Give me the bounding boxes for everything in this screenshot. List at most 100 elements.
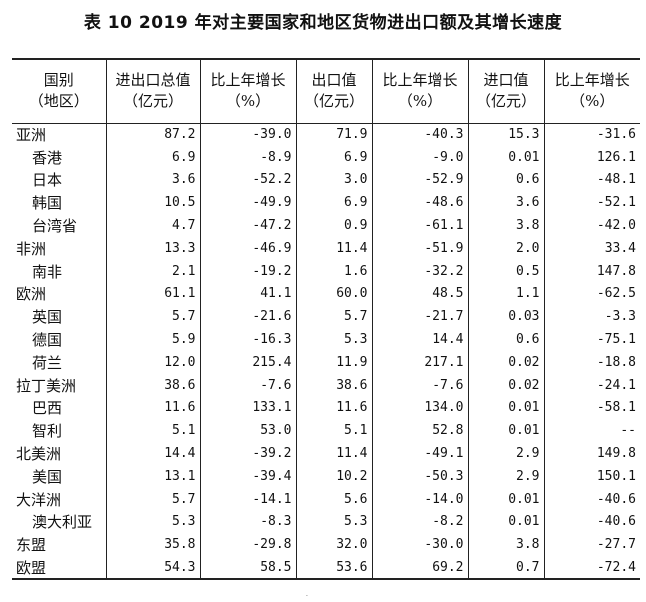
value-cell: 1.1 xyxy=(468,282,545,306)
value-cell: 0.01 xyxy=(468,396,545,420)
value-cell: 10.5 xyxy=(106,191,201,215)
value-cell: 5.7 xyxy=(106,487,201,511)
value-cell: -24.1 xyxy=(596,377,636,393)
value-cell: -40.3 xyxy=(372,123,469,146)
region-name-cell: 南非 xyxy=(12,259,107,283)
table-row: 台湾省 4.7 -47.2 0.9 -61.1 3.8 -42.0 xyxy=(12,214,640,237)
value-cell: 33.4 xyxy=(604,240,636,256)
value-cell: 0.9 xyxy=(296,214,373,237)
value-cell: -21.6 xyxy=(200,305,297,329)
value-cell: -16.3 xyxy=(200,328,297,351)
table-row: 非洲 13.3 -46.9 11.4 -51.9 2.0 33.4 xyxy=(12,236,640,260)
value-cell: -39.4 xyxy=(200,464,297,488)
value-cell: 5.7 xyxy=(296,305,373,329)
value-cell: 5.7 xyxy=(106,305,201,329)
table-row: 北美洲 14.4 -39.2 11.4 -49.1 2.9 149.8 xyxy=(12,442,640,465)
value-cell: -52.9 xyxy=(372,168,469,192)
table-row: 荷兰 12.0 215.4 11.9 217.1 0.02 -18.8 xyxy=(12,350,640,374)
value-cell: -62.5 xyxy=(596,286,636,302)
value-cell: 13.1 xyxy=(106,464,201,488)
table-row: 智利 5.1 53.0 5.1 52.8 0.01 -- xyxy=(12,419,640,443)
value-cell: 2.0 xyxy=(468,236,545,260)
value-cell: -7.6 xyxy=(372,373,469,397)
value-cell: 5.1 xyxy=(296,419,373,443)
table-row: 英国 5.7 -21.6 5.7 -21.7 0.03 -3.3 xyxy=(12,305,640,329)
value-cell: 5.3 xyxy=(106,510,201,534)
value-cell: -39.2 xyxy=(200,442,297,465)
value-cell: 32.0 xyxy=(296,533,373,557)
value-cell: 3.8 xyxy=(468,533,545,557)
table-row: 德国 5.9 -16.3 5.3 14.4 0.6 -75.1 xyxy=(12,328,640,351)
table-row: 拉丁美洲 38.6 -7.6 38.6 -7.6 0.02 -24.1 xyxy=(12,373,640,397)
value-cell: 11.4 xyxy=(296,236,373,260)
value-cell: 53.6 xyxy=(296,556,373,579)
column-header-import: 进口值 （亿元） xyxy=(468,59,545,124)
value-cell: -31.6 xyxy=(596,127,636,143)
table-row: 巴西 11.6 133.1 11.6 134.0 0.01 -58.1 xyxy=(12,396,640,420)
column-header-total: 进出口总值 （亿元） xyxy=(106,59,201,124)
value-cell: -48.1 xyxy=(596,172,636,188)
region-name-cell: 韩国 xyxy=(12,191,107,215)
value-cell: 0.01 xyxy=(468,419,545,443)
value-cell: 3.8 xyxy=(468,214,545,237)
table-row: 南非 2.1 -19.2 1.6 -32.2 0.5 147.8 xyxy=(12,259,640,283)
value-cell: 133.1 xyxy=(200,396,297,420)
value-cell: 0.03 xyxy=(468,305,545,329)
value-cell: 0.6 xyxy=(468,328,545,351)
value-cell: 14.4 xyxy=(372,328,469,351)
value-cell: -30.0 xyxy=(372,533,469,557)
column-header-export-growth: 比上年增长 （%） xyxy=(372,59,469,124)
table-row: 大洋洲 5.7 -14.1 5.6 -14.0 0.01 -40.6 xyxy=(12,487,640,511)
value-cell: -14.1 xyxy=(200,487,297,511)
value-cell: -32.2 xyxy=(372,259,469,283)
value-cell: -75.1 xyxy=(596,332,636,348)
value-cell: -3.3 xyxy=(604,309,636,325)
value-cell: 0.6 xyxy=(468,168,545,192)
header-row: 国别 （地区） 进出口总值 （亿元） 比上年增长 （%） 出口值 （亿元） 比上年增长（… xyxy=(12,59,640,124)
value-cell: 1.6 xyxy=(296,259,373,283)
value-cell: -8.3 xyxy=(200,510,297,534)
region-name-cell: 荷兰 xyxy=(12,350,107,374)
table-title: 表 10 2019 年对主要国家和地区货物进出口额及其增长速度 xyxy=(83,13,563,33)
region-name-cell: 澳大利亚 xyxy=(12,510,107,534)
region-name-cell: 东盟 xyxy=(12,533,107,557)
value-cell: 69.2 xyxy=(372,556,469,579)
table-row: 欧洲 61.1 41.1 60.0 48.5 1.1 -62.5 xyxy=(12,282,640,306)
value-cell: -29.8 xyxy=(200,533,297,557)
value-cell: 58.5 xyxy=(200,556,297,579)
value-cell: -50.3 xyxy=(372,464,469,488)
value-cell: 2.9 xyxy=(468,464,545,488)
value-cell: 11.9 xyxy=(296,350,373,374)
region-name-cell: 日本 xyxy=(12,168,107,192)
region-name-cell: 台湾省 xyxy=(12,214,107,237)
region-name-cell: 智利 xyxy=(12,419,107,443)
region-name-cell: 大洋洲 xyxy=(12,487,107,511)
value-cell: -48.6 xyxy=(372,191,469,215)
value-cell: -46.9 xyxy=(200,236,297,260)
value-cell: -49.1 xyxy=(372,442,469,465)
value-cell: 215.4 xyxy=(200,350,297,374)
table-body: 亚洲 87.2 -39.0 71.9 -40.3 15.3 -31.6 香港 6.9 -8.9 6.… xyxy=(12,123,640,579)
value-cell: -9.0 xyxy=(372,145,469,169)
value-cell: 11.4 xyxy=(296,442,373,465)
value-cell: 11.6 xyxy=(296,396,373,420)
value-cell: 87.2 xyxy=(106,123,201,146)
column-header-import-growth: 比上年增长 （%） xyxy=(544,59,640,124)
value-cell: 54.3 xyxy=(106,556,201,579)
value-cell: 3.6 xyxy=(468,191,545,215)
value-cell: 3.6 xyxy=(106,168,201,192)
table-row: 亚洲 87.2 -39.0 71.9 -40.3 15.3 -31.6 xyxy=(12,123,640,146)
region-name-cell: 德国 xyxy=(12,328,107,351)
region-name-cell: 非洲 xyxy=(12,236,107,260)
value-cell: 0.01 xyxy=(468,487,545,511)
value-cell: 11.6 xyxy=(106,396,201,420)
value-cell: 13.3 xyxy=(106,236,201,260)
value-cell: 134.0 xyxy=(372,396,469,420)
table-row: 澳大利亚 5.3 -8.3 5.3 -8.2 0.01 -40.6 xyxy=(12,510,640,534)
table-row: 香港 6.9 -8.9 6.9 -9.0 0.01 126.1 xyxy=(12,145,640,169)
value-cell: -47.2 xyxy=(200,214,297,237)
region-name-cell: 北美洲 xyxy=(12,442,107,465)
value-cell: 12.0 xyxy=(106,350,201,374)
value-cell: -27.7 xyxy=(596,537,636,553)
value-cell: 38.6 xyxy=(296,373,373,397)
